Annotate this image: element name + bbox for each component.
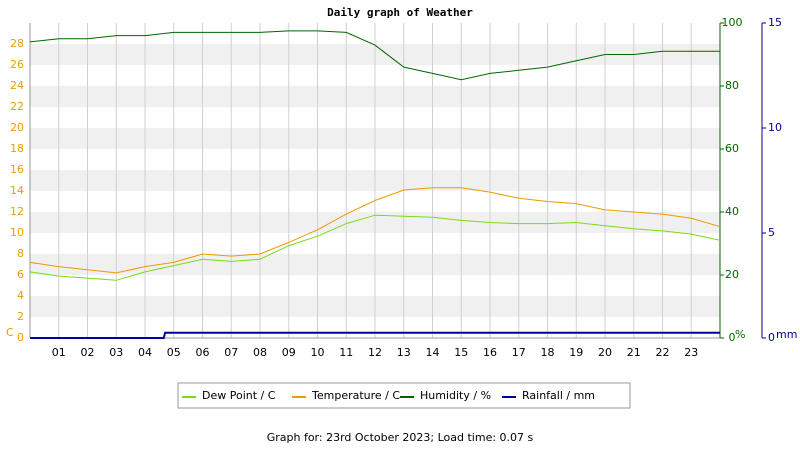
y-tick-label: 16: [10, 163, 24, 176]
series-line: [30, 331, 720, 339]
y2-tick-label: 80: [725, 79, 739, 92]
y-tick-label: 20: [10, 121, 24, 134]
x-tick-label: 06: [196, 346, 210, 359]
y3-axis-label: mm: [776, 328, 797, 341]
x-tick-label: 01: [52, 346, 66, 359]
legend: [177, 382, 631, 409]
y3-tick-label: 0: [768, 331, 775, 344]
legend-label: Rainfall / mm: [522, 389, 595, 402]
y-tick-label: 4: [17, 289, 24, 302]
x-tick-label: 14: [426, 346, 440, 359]
y3-tick-label: 15: [768, 16, 782, 29]
x-tick-label: 22: [656, 346, 670, 359]
x-tick-label: 23: [684, 346, 698, 359]
x-tick-label: 18: [541, 346, 555, 359]
x-tick-label: 19: [569, 346, 583, 359]
y-tick-label: 26: [10, 58, 24, 71]
y-tick-label: 0: [17, 331, 24, 344]
x-tick-label: 05: [167, 346, 181, 359]
y2-tick-label: 100: [722, 16, 743, 29]
x-tick-label: 04: [138, 346, 152, 359]
series-line: [29, 30, 720, 81]
x-tick-label: 08: [253, 346, 267, 359]
y2-tick-label: 60: [725, 142, 739, 155]
x-tick-label: 11: [339, 346, 353, 359]
x-tick-label: 02: [81, 346, 95, 359]
legend-label: Humidity / %: [420, 389, 491, 402]
y-tick-label: 8: [17, 247, 24, 260]
y-tick-label: 24: [10, 79, 24, 92]
series-line: [29, 214, 721, 281]
y-tick-label: 28: [10, 37, 24, 50]
series-line: [29, 187, 721, 274]
footer: Graph for: 23rd October 2023; Load time:…: [267, 431, 534, 444]
y-tick-label: 22: [10, 100, 24, 113]
x-tick-label: 13: [397, 346, 411, 359]
x-tick-label: 07: [224, 346, 238, 359]
y2-tick-label: 20: [725, 268, 739, 281]
x-tick-label: 17: [512, 346, 526, 359]
y2-axis-label: %: [735, 328, 745, 341]
y-axis-label: C: [6, 326, 14, 339]
y-tick-label: 10: [10, 226, 24, 239]
y-tick-label: 2: [17, 310, 24, 323]
x-tick-label: 21: [627, 346, 641, 359]
y-tick-label: 12: [10, 205, 24, 218]
x-tick-label: 09: [282, 346, 296, 359]
x-tick-label: 15: [454, 346, 468, 359]
x-tick-label: 16: [483, 346, 497, 359]
x-tick-label: 03: [109, 346, 123, 359]
x-tick-label: 12: [368, 346, 382, 359]
y-tick-label: 18: [10, 142, 24, 155]
y3-tick-label: 10: [768, 121, 782, 134]
chart-title: Daily graph of Weather: [327, 6, 473, 19]
y2-tick-label: 40: [725, 205, 739, 218]
x-tick-label: 20: [598, 346, 612, 359]
y2-tick-label: 0: [729, 331, 736, 344]
x-tick-label: 10: [311, 346, 325, 359]
legend-label: Temperature / C: [311, 389, 400, 402]
legend-label: Dew Point / C: [202, 389, 276, 402]
y3-tick-label: 5: [768, 226, 775, 239]
y-tick-label: 6: [17, 268, 24, 281]
y-tick-label: 14: [10, 184, 24, 197]
